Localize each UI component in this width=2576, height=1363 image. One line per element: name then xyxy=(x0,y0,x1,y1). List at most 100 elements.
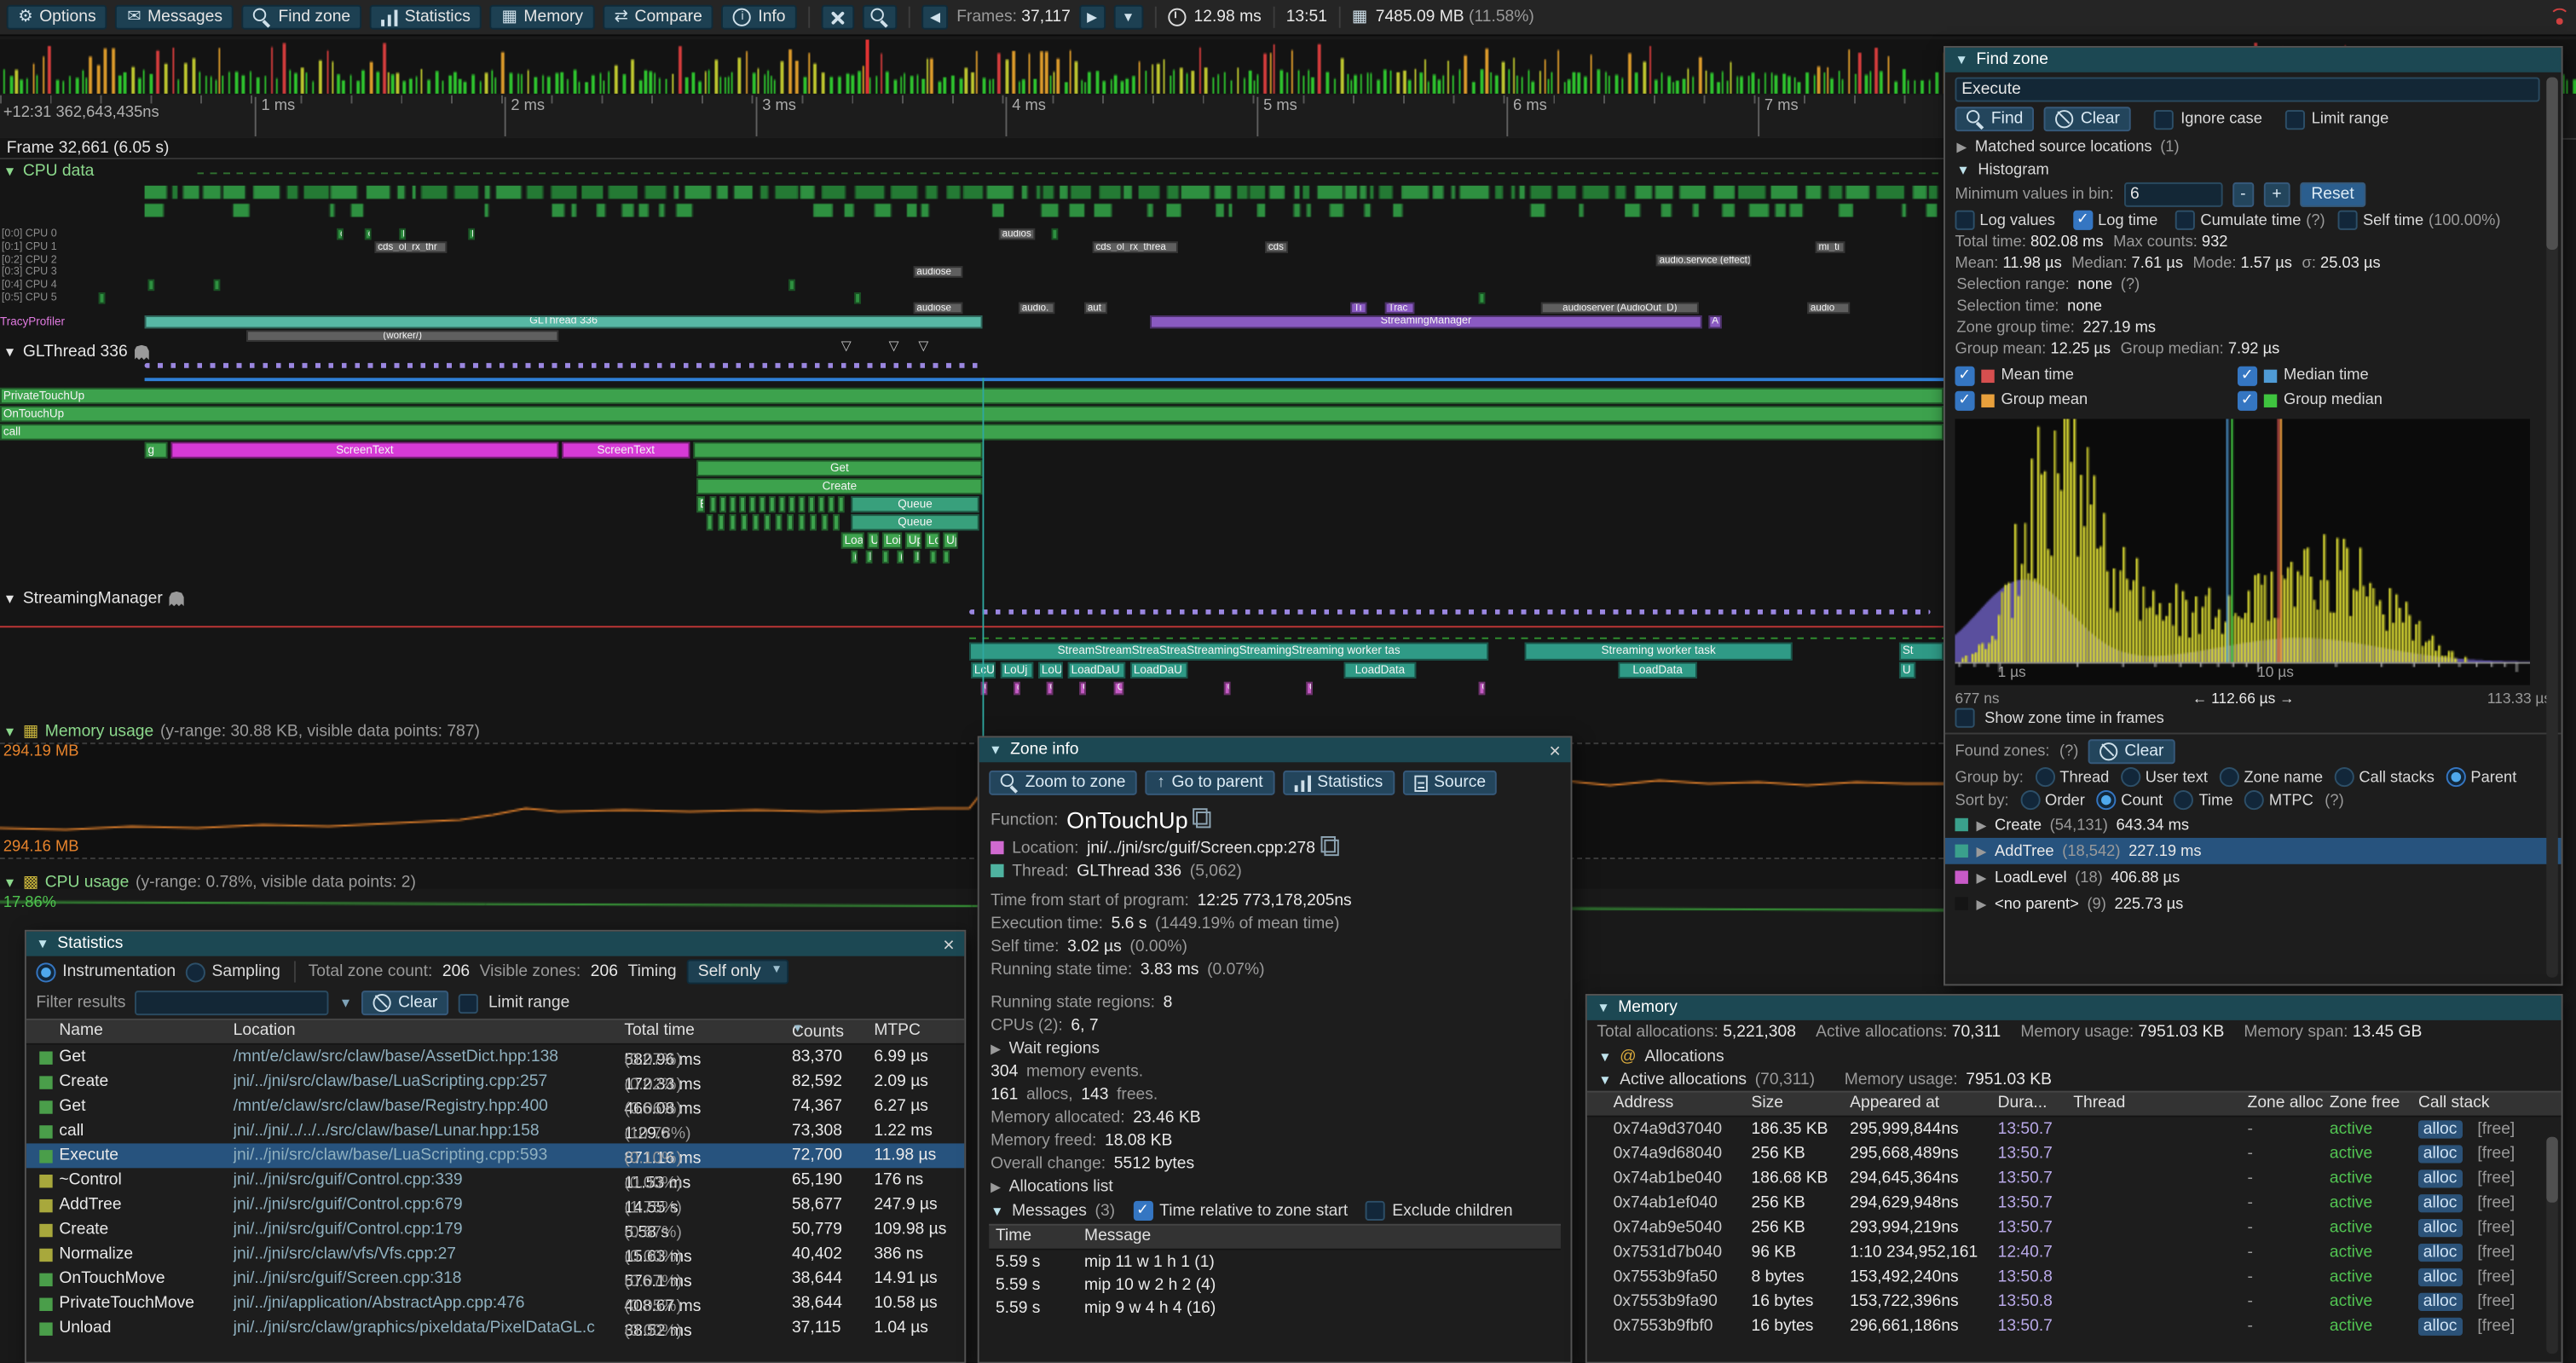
matched-locations-toggle[interactable]: ▶ Matched source locations (1) xyxy=(1956,136,2180,156)
cpu-activity[interactable] xyxy=(144,185,1944,219)
reset-button[interactable]: Reset xyxy=(2299,182,2366,207)
zone-bar[interactable]: E xyxy=(468,228,475,240)
zone-bar[interactable]: LoadDaU xyxy=(1067,661,1126,679)
table-row[interactable]: Create jni/../jni/src/guif/Control.cpp:1… xyxy=(26,1217,964,1242)
zone-bar[interactable]: LoadDaU xyxy=(1129,661,1188,679)
allocation-row[interactable]: 0x74ab9e5040 256 KB 293,994,219ns 13:50.… xyxy=(1613,1219,2515,1238)
table-row[interactable]: Create jni/../jni/src/claw/base/LuaScrip… xyxy=(26,1070,964,1094)
zone-bar[interactable]: c xyxy=(1014,681,1020,696)
zone-bar[interactable] xyxy=(752,514,760,531)
zone-bar[interactable]: U xyxy=(867,532,880,549)
sort-by-radio[interactable]: MTPC xyxy=(2244,790,2313,811)
zone-bar[interactable] xyxy=(759,496,766,513)
section-cpu-usage[interactable]: ▼ ▩ CPU usage (y-range: 0.78%, visible dat… xyxy=(3,873,416,892)
zone-action-button[interactable]: Go to parent xyxy=(1145,770,1275,795)
close-icon[interactable]: × xyxy=(1549,738,1561,762)
zone-bar[interactable]: Streaming worker task xyxy=(1524,642,1793,661)
tools-button[interactable] xyxy=(821,4,855,30)
zone-bar[interactable]: call xyxy=(0,424,1944,441)
zone-bar[interactable] xyxy=(719,496,726,513)
zone-bar[interactable]: Trac xyxy=(1384,302,1415,315)
zone-bar[interactable] xyxy=(787,514,794,531)
zone-bar[interactable]: StreamingManager xyxy=(1150,315,1702,329)
statistics-header[interactable]: Name Location Total time Counts ▼ MTPC xyxy=(26,1018,965,1045)
toolbar-button[interactable]: Memory xyxy=(489,4,595,30)
play-button[interactable] xyxy=(1078,4,1106,30)
zone-bar[interactable] xyxy=(147,279,155,292)
zone-bar[interactable] xyxy=(943,550,950,564)
allocations-section-toggle[interactable]: ▼ @ Allocations xyxy=(1598,1047,1724,1066)
filter-icon[interactable]: ▼ xyxy=(338,995,353,1011)
zone-bar[interactable]: g xyxy=(144,442,168,459)
zone-bar[interactable] xyxy=(881,550,889,564)
group-by-radio[interactable]: Thread xyxy=(2035,767,2109,788)
zone-bar[interactable] xyxy=(775,514,783,531)
histogram-option-checkbox[interactable]: Log values xyxy=(1955,210,2059,230)
zone-bar[interactable] xyxy=(706,514,713,531)
zone-bar[interactable] xyxy=(748,496,756,513)
table-row[interactable]: Unload jni/../jni/src/claw/graphics/pixe… xyxy=(26,1316,964,1341)
zone-bar[interactable] xyxy=(213,279,221,292)
active-allocations-toggle[interactable]: ▼ Active allocations (70,311) Memory usag… xyxy=(1598,1070,2052,1089)
zone-bar[interactable]: OnTouchUp xyxy=(0,406,1944,423)
allocation-row[interactable]: 0x74a9d37040 186.35 KB 295,999,844ns 13:… xyxy=(1613,1120,2515,1139)
zone-bar[interactable]: E xyxy=(399,228,407,240)
zone-bar[interactable]: Up xyxy=(904,532,922,549)
zone-info-titlebar[interactable]: ▼ Zone info × xyxy=(979,737,1571,763)
message-option-checkbox[interactable]: Time relative to zone start xyxy=(1133,1200,1348,1221)
prev-frame-button[interactable] xyxy=(921,4,949,30)
legend-checkbox[interactable]: Group median xyxy=(2237,388,2520,413)
find-option-checkbox[interactable]: Limit range xyxy=(2284,109,2388,130)
zone-bar[interactable]: Ci xyxy=(1113,681,1124,696)
section-glthread[interactable]: ▼ GLThread 336 xyxy=(3,344,149,361)
zone-bar[interactable]: E xyxy=(913,550,921,564)
zone-bar[interactable]: PrivateTouchUp xyxy=(0,387,1944,405)
zone-bar[interactable]: ScreenText xyxy=(170,442,559,459)
toolbar-button[interactable]: Compare xyxy=(603,4,714,30)
toolbar-button[interactable]: Statistics xyxy=(370,4,482,30)
zone-bar[interactable] xyxy=(798,496,806,513)
wait-regions-toggle[interactable]: ▶ Wait regions xyxy=(991,1039,1100,1058)
allocations-list-toggle[interactable]: ▶ Allocations list xyxy=(991,1176,1113,1196)
toolbar-button[interactable]: Find zone xyxy=(242,4,362,30)
group-by-radio[interactable]: Zone name xyxy=(2219,767,2323,788)
memory-plot[interactable] xyxy=(0,742,1944,857)
toolbar-button[interactable]: Options xyxy=(6,4,108,30)
allocation-row[interactable]: 0x7553b9fbf0 16 bytes 296,661,186ns 13:5… xyxy=(1613,1317,2515,1336)
section-memory-usage[interactable]: ▼ Memory usage(y-range: 30.88 KB, visibl… xyxy=(3,723,480,741)
found-zone-row[interactable]: ▶ LoadLevel (18) 406.88 µs xyxy=(1945,864,2562,891)
sort-by-radio[interactable]: Order xyxy=(2020,790,2085,811)
zone-bar[interactable] xyxy=(798,514,806,531)
clear-button[interactable]: Clear xyxy=(2044,107,2132,132)
zone-bar[interactable] xyxy=(768,496,776,513)
zone-bar[interactable] xyxy=(817,496,825,513)
zone-bar[interactable] xyxy=(929,550,937,564)
found-zone-row[interactable]: ▶ AddTree (18,542) 227.19 ms xyxy=(1944,837,2562,864)
found-zone-row[interactable]: ▶ <no parent> (9) 225.73 µs xyxy=(1945,891,2562,917)
table-row[interactable]: Execute jni/../jni/src/claw/base/LuaScri… xyxy=(26,1143,965,1169)
zone-bar[interactable]: ( xyxy=(851,550,858,564)
zone-bar[interactable]: audio.service (effect) xyxy=(1655,254,1752,267)
legend-checkbox[interactable]: Mean time xyxy=(1955,363,2237,388)
zone-bar[interactable]: audios xyxy=(998,228,1036,240)
histogram-canvas[interactable] xyxy=(1955,419,2531,685)
timing-select[interactable]: Self only xyxy=(686,959,789,985)
zone-bar[interactable]: ( xyxy=(897,550,904,564)
section-streaming[interactable]: ▼ StreamingManager xyxy=(3,590,184,608)
zone-bar[interactable] xyxy=(741,514,748,531)
zone-bar[interactable]: C xyxy=(1306,681,1313,696)
close-icon[interactable]: × xyxy=(943,932,955,956)
network-icon[interactable] xyxy=(2548,9,2569,26)
zone-bar[interactable] xyxy=(98,292,106,304)
zone-bar[interactable] xyxy=(854,292,861,304)
zone-bar[interactable] xyxy=(828,496,835,513)
zone-bar[interactable] xyxy=(810,514,817,531)
zone-bar[interactable]: Loi xyxy=(881,532,903,549)
table-row[interactable]: Normalize jni/../jni/src/claw/vfs/Vfs.cp… xyxy=(26,1242,964,1267)
message-row[interactable]: 5.59 s mip 10 w 2 h 2 (4) xyxy=(995,1276,1216,1295)
zone-bar[interactable]: c xyxy=(337,228,344,240)
zone-bar[interactable]: C xyxy=(1079,681,1086,696)
zone-bar[interactable]: LoUj xyxy=(1000,661,1034,679)
histogram-option-checkbox[interactable]: Cumulate time (?) xyxy=(2175,210,2325,230)
clear-found-button[interactable]: Clear xyxy=(2088,739,2175,765)
